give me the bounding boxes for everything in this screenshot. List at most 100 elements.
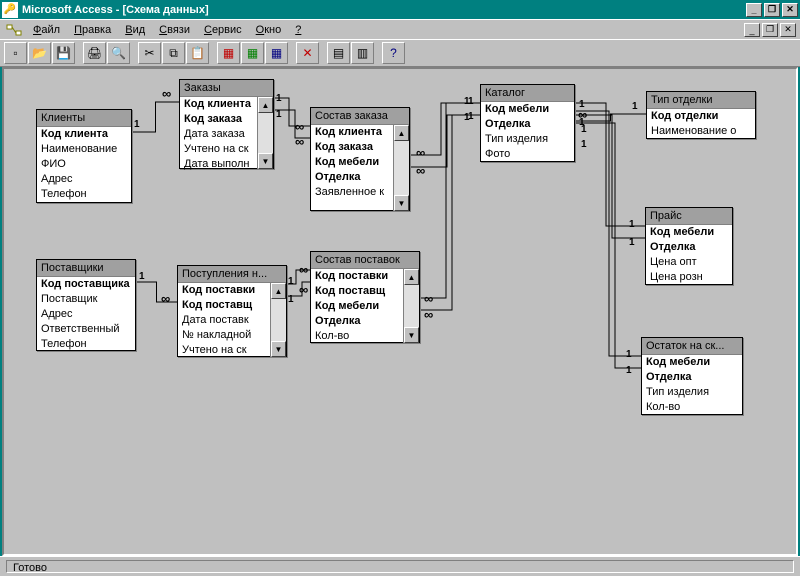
menu-сервис[interactable]: Сервис (197, 22, 249, 38)
cardinality-label: 1 (579, 117, 585, 128)
mdi-restore-button[interactable]: ❐ (762, 23, 778, 37)
field[interactable]: Код клиента (37, 127, 131, 142)
table-prais[interactable]: ПрайсКод мебелиОтделкаЦена оптЦена розн (645, 207, 733, 285)
scroll-up-button[interactable]: ▲ (394, 125, 409, 141)
toolbar-show-all-button[interactable]: ▦ (265, 42, 288, 64)
field[interactable]: ФИО (37, 157, 131, 172)
field[interactable]: Телефон (37, 337, 135, 352)
table-header[interactable]: Поставщики (37, 260, 135, 277)
table-klienty[interactable]: КлиентыКод клиентаНаименованиеФИОАдресТе… (36, 109, 132, 203)
scrollbar[interactable]: ▲▼ (270, 283, 286, 357)
field[interactable]: Цена опт (646, 255, 732, 270)
table-header[interactable]: Тип отделки (647, 92, 755, 109)
field[interactable]: Адрес (37, 307, 135, 322)
cardinality-label: 1 (464, 96, 470, 107)
toolbar-preview-button[interactable]: 🔍 (107, 42, 130, 64)
table-header[interactable]: Клиенты (37, 110, 131, 127)
field[interactable]: Код отделки (647, 109, 755, 124)
table-postupleniya[interactable]: Поступления н...Код поставкиКод поставщД… (177, 265, 287, 357)
mdi-close-button[interactable]: ✕ (780, 23, 796, 37)
menubar: ФайлПравкаВидСвязиСервисОкно? _ ❐ ✕ (0, 19, 800, 39)
toolbar-new-object-button[interactable]: ▥ (351, 42, 374, 64)
relations-icon[interactable] (6, 22, 22, 38)
field[interactable]: Адрес (37, 172, 131, 187)
scroll-down-button[interactable]: ▼ (394, 195, 409, 211)
toolbar-help-button[interactable]: ? (382, 42, 405, 64)
toolbar-open-button[interactable]: 📂 (28, 42, 51, 64)
table-header[interactable]: Поступления н... (178, 266, 286, 283)
field[interactable]: Тип изделия (481, 132, 574, 147)
table-katalog[interactable]: КаталогКод мебелиОтделкаТип изделияФото (480, 84, 575, 162)
field[interactable]: Наименование (37, 142, 131, 157)
cardinality-label: 1 (626, 349, 632, 360)
field[interactable]: Наименование о (647, 124, 755, 139)
close-button[interactable]: ✕ (782, 3, 798, 17)
scrollbar[interactable]: ▲▼ (393, 125, 409, 211)
field[interactable]: Отделка (481, 117, 574, 132)
table-header[interactable]: Прайс (646, 208, 732, 225)
toolbar-new-button[interactable]: ▫ (4, 42, 27, 64)
app-icon: 🔑 (2, 2, 18, 18)
toolbar-copy-button[interactable]: ⧉ (162, 42, 185, 64)
field[interactable]: Поставщик (37, 292, 135, 307)
toolbar-print-button[interactable]: 🖨 (83, 42, 106, 64)
toolbar-delete-button[interactable]: ✕ (296, 42, 319, 64)
field[interactable]: Кол-во (642, 400, 742, 415)
cardinality-label: 1 (134, 119, 140, 130)
minimize-button[interactable]: _ (746, 3, 762, 17)
table-header[interactable]: Заказы (180, 80, 273, 97)
relationships-canvas[interactable]: КлиентыКод клиентаНаименованиеФИОАдресТе… (2, 67, 798, 556)
toolbar: ▫📂💾🖨🔍✂⧉📋▦▦▦✕▤▥? (0, 39, 800, 67)
mdi-minimize-button[interactable]: _ (744, 23, 760, 37)
table-header[interactable]: Остаток на ск... (642, 338, 742, 355)
scroll-up-button[interactable]: ▲ (258, 97, 273, 113)
scrollbar[interactable]: ▲▼ (403, 269, 419, 343)
field[interactable]: Код мебели (646, 225, 732, 240)
field[interactable]: Отделка (642, 370, 742, 385)
field[interactable]: Код поставщика (37, 277, 135, 292)
scroll-down-button[interactable]: ▼ (271, 341, 286, 357)
scroll-down-button[interactable]: ▼ (404, 327, 419, 343)
field[interactable]: Код мебели (481, 102, 574, 117)
menu-правка[interactable]: Правка (67, 22, 118, 38)
table-sostav_postavok[interactable]: Состав поставокКод поставкиКод поставщКо… (310, 251, 420, 343)
toolbar-show-direct-button[interactable]: ▦ (241, 42, 264, 64)
scroll-down-button[interactable]: ▼ (258, 153, 273, 169)
table-zakazy[interactable]: ЗаказыКод клиентаКод заказаДата заказаУч… (179, 79, 274, 169)
menu-окно[interactable]: Окно (249, 22, 289, 38)
field[interactable]: Отделка (646, 240, 732, 255)
field[interactable]: Цена розн (646, 270, 732, 285)
menu-?[interactable]: ? (288, 22, 308, 38)
cardinality-label: 1 (579, 99, 585, 110)
field[interactable]: Код мебели (642, 355, 742, 370)
menu-связи[interactable]: Связи (152, 22, 197, 38)
scroll-up-button[interactable]: ▲ (271, 283, 286, 299)
cardinality-label: 1 (629, 219, 635, 230)
scrollbar[interactable]: ▲▼ (257, 97, 273, 169)
toolbar-paste-button[interactable]: 📋 (186, 42, 209, 64)
toolbar-db-window-button[interactable]: ▤ (327, 42, 350, 64)
table-sostav_zakaza[interactable]: Состав заказаКод клиентаКод заказаКод ме… (310, 107, 410, 211)
table-postavshiki[interactable]: ПоставщикиКод поставщикаПоставщикАдресОт… (36, 259, 136, 351)
toolbar-cut-button[interactable]: ✂ (138, 42, 161, 64)
table-header[interactable]: Каталог (481, 85, 574, 102)
menu-файл[interactable]: Файл (26, 22, 67, 38)
table-header[interactable]: Состав заказа (311, 108, 409, 125)
scroll-up-button[interactable]: ▲ (404, 269, 419, 285)
field[interactable]: Фото (481, 147, 574, 162)
field[interactable]: Тип изделия (642, 385, 742, 400)
toolbar-save-button[interactable]: 💾 (52, 42, 75, 64)
table-ostatok[interactable]: Остаток на ск...Код мебелиОтделкаТип изд… (641, 337, 743, 415)
maximize-button[interactable]: ❐ (764, 3, 780, 17)
cardinality-label: ∞ (161, 291, 170, 306)
cardinality-label: ∞ (578, 107, 587, 122)
field[interactable]: Телефон (37, 187, 131, 202)
cardinality-label: ∞ (424, 307, 433, 322)
menu-вид[interactable]: Вид (118, 22, 152, 38)
table-header[interactable]: Состав поставок (311, 252, 419, 269)
cardinality-label: 1 (288, 294, 294, 305)
table-tip_otdelki[interactable]: Тип отделкиКод отделкиНаименование о (646, 91, 756, 139)
field[interactable]: Ответственный (37, 322, 135, 337)
cardinality-label: 1 (276, 93, 282, 104)
toolbar-show-table-button[interactable]: ▦ (217, 42, 240, 64)
